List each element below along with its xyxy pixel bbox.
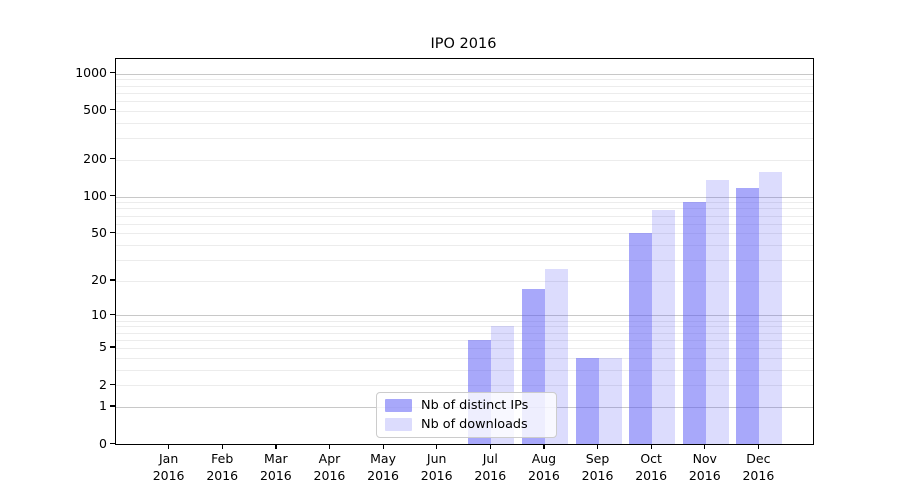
gridline-600 [116,101,813,103]
gridline-4 [116,357,813,359]
y-tickmark-10 [110,313,115,316]
y-tickmark-0 [110,442,115,444]
legend-swatch-downloads [385,417,412,431]
y-tickmark-100 [110,195,115,197]
legend-swatch-distinct-ips [385,399,412,413]
gridline-60 [116,223,813,225]
gridline-50 [116,233,813,235]
gridline-8 [116,326,813,328]
y-tickmark-50 [110,231,115,233]
x-tick-label-mar: Mar 2016 [259,451,292,483]
y-tickmark-1000 [110,72,115,74]
gridline-500 [116,110,813,112]
y-tickmark-500 [110,109,115,111]
x-tickmark-nov [704,444,706,450]
y-tick-label-50: 50 [91,224,107,240]
y-tick-label-200: 200 [83,151,107,167]
x-tick-label-nov: Nov 2016 [688,451,721,483]
bar-sep-downloads [598,357,622,444]
bar-dec-ips [736,188,760,444]
y-tick-label-2: 2 [99,376,107,392]
gridline-2 [116,385,813,387]
gridline-70 [116,215,813,217]
y-tick-label-1000: 1000 [75,65,107,81]
x-tickmark-sep [597,444,599,450]
gridline-40 [116,244,813,246]
x-tick-label-jul: Jul 2016 [474,451,507,483]
gridline-5 [116,347,813,349]
gridline-400 [116,122,813,124]
y-tick-label-10: 10 [91,306,107,322]
bar-nov-ips [682,202,706,444]
y-tick-label-1: 1 [99,398,107,414]
gridline-6 [116,339,813,341]
y-tick-label-20: 20 [91,272,107,288]
x-tickmark-jan [168,444,170,450]
y-tickmark-2 [110,383,115,385]
gridline-7 [116,332,813,334]
legend-item-distinct-ips: Nb of distinct IPs [385,398,548,413]
gridline-700 [116,92,813,94]
y-tick-label-5: 5 [99,339,107,355]
legend: Nb of distinct IPs Nb of downloads [376,392,557,438]
gridline-800 [116,85,813,87]
bar-oct-ips [629,233,653,444]
gridline-10 [116,315,813,317]
plot-area [115,58,814,445]
x-tickmark-mar [275,444,277,450]
x-tick-label-dec: Dec 2016 [742,451,775,483]
x-tickmark-jul [489,444,491,450]
gridline-80 [116,208,813,210]
gridline-3 [116,369,813,371]
y-tick-label-100: 100 [83,188,107,204]
x-tickmark-apr [328,444,331,450]
gridline-1000 [116,73,813,75]
bar-dec-downloads [759,171,783,444]
x-tick-label-sep: Sep 2016 [581,451,614,483]
legend-item-downloads: Nb of downloads [385,417,548,432]
gridline-900 [116,79,813,81]
gridline-90 [116,202,813,204]
x-tickmark-aug [543,444,545,450]
x-tickmark-feb [221,444,223,450]
bar-nov-downloads [705,179,729,444]
x-tick-label-feb: Feb 2016 [206,451,239,483]
x-tick-label-apr: Apr 2016 [313,451,346,483]
x-tick-label-oct: Oct 2016 [635,451,668,483]
bar-oct-downloads [652,210,676,444]
bar-sep-ips [575,357,599,444]
y-tickmark-1 [110,405,115,407]
x-tick-label-may: May 2016 [367,451,399,483]
x-tick-label-aug: Aug 2016 [528,451,560,483]
x-tick-label-jan: Jan 2016 [152,451,185,483]
x-tickmark-oct [650,444,652,450]
y-tick-label-0: 0 [99,435,107,451]
y-tickmark-200 [110,158,115,160]
x-tick-label-jun: Jun 2016 [420,451,453,483]
legend-label-downloads: Nb of downloads [421,416,528,432]
y-tickmark-20 [110,279,115,281]
x-tickmark-jun [436,444,438,450]
y-tickmark-5 [110,346,115,348]
legend-label-distinct-ips: Nb of distinct IPs [421,398,529,414]
chart-title: IPO 2016 [430,36,497,52]
x-tickmark-dec [757,444,760,450]
x-tickmark-may [382,444,384,450]
gridline-200 [116,159,813,161]
gridline-300 [116,138,813,140]
gridline-20 [116,280,813,282]
gridline-100 [116,196,813,198]
gridline-30 [116,259,813,261]
gridline-9 [116,320,813,322]
y-tick-label-500: 500 [83,102,107,118]
